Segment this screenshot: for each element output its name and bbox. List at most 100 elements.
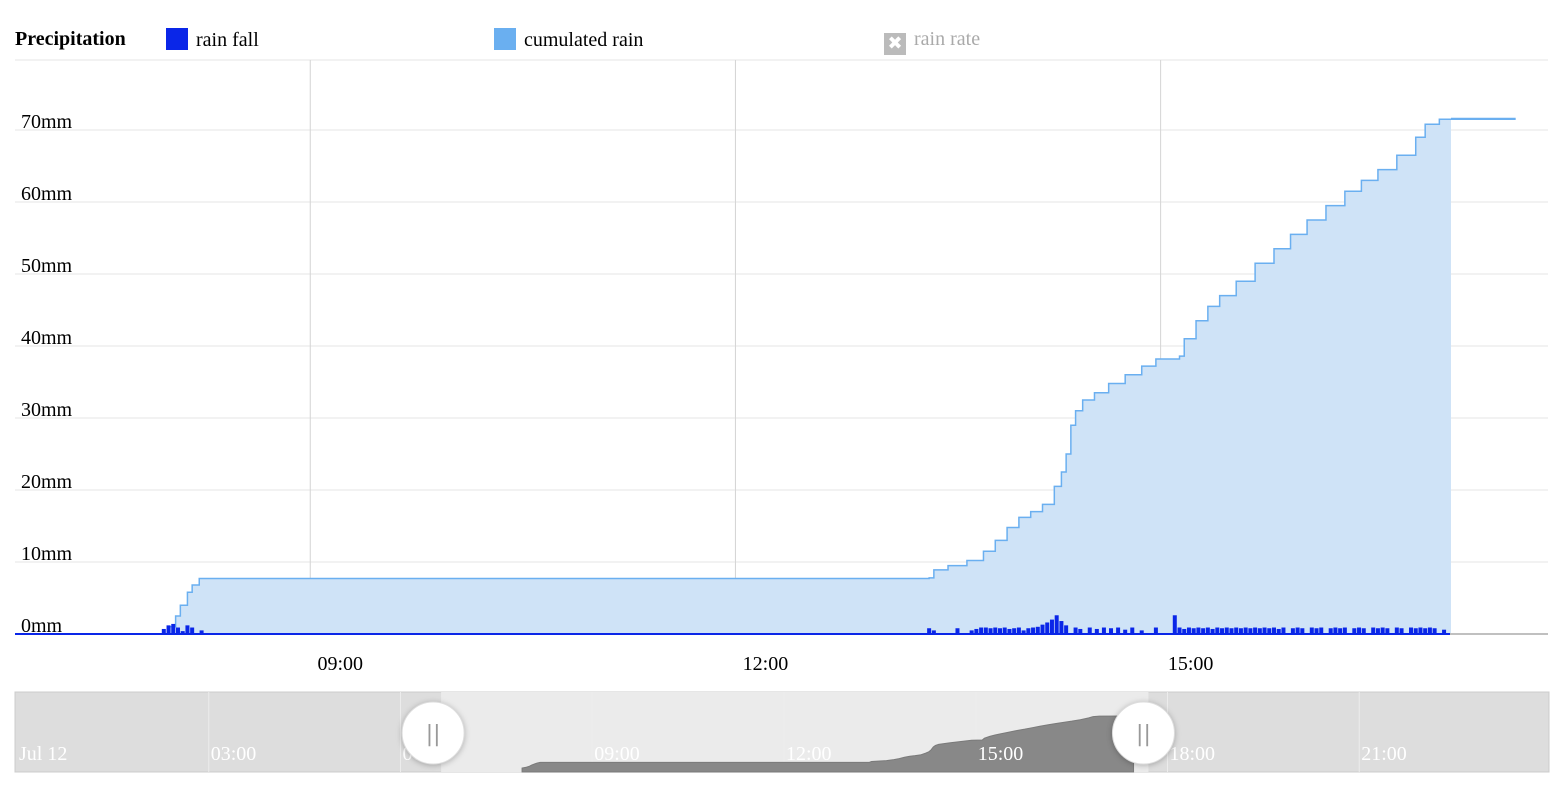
rain-fall-bar (1054, 615, 1059, 634)
x-tick-label: 15:00 (1168, 653, 1214, 675)
rain-fall-bar (1375, 628, 1380, 634)
navigator-handles[interactable]: || || (401, 701, 1175, 765)
navigator-label: 09:00 (594, 743, 640, 765)
rain-fall-bar (1002, 627, 1007, 634)
rain-fall-bar (1153, 627, 1158, 634)
rain-fall-bar (199, 630, 204, 634)
rain-fall-bar (1073, 627, 1078, 634)
rain-fall-bar (1220, 628, 1225, 634)
navigator-series (521, 715, 1135, 773)
rain-fall-bar (1191, 628, 1196, 634)
legend-item-cumulated-rain[interactable]: cumulated rain (494, 28, 643, 52)
y-tick-label: 40mm (21, 327, 73, 349)
cumulated-rain-swatch (494, 28, 516, 50)
x-tick-label: 12:00 (743, 653, 789, 675)
rain-fall-bar (927, 628, 932, 634)
rain-fall-bar (171, 623, 176, 634)
handle-circle (1111, 701, 1175, 765)
rain-fall-bar (1418, 627, 1423, 634)
handle-circle (401, 701, 465, 765)
rain-fall-bar (175, 627, 180, 634)
navigator-label: 21:00 (1361, 743, 1407, 765)
navigator-handle-left[interactable]: || (401, 701, 465, 765)
legend-label-cumulated-rain: cumulated rain (524, 29, 644, 51)
rain-fall-bar (1243, 627, 1248, 634)
rain-fall-bar (1031, 627, 1036, 634)
rain-fall-bar (185, 625, 190, 634)
rain-fall-bar (180, 631, 185, 634)
rain-fall-bar (1262, 627, 1267, 634)
navigator-label: 12:00 (786, 743, 832, 765)
y-tick-label: 70mm (21, 111, 73, 133)
rain-fall-bar (1045, 622, 1050, 634)
rain-fall-bar (161, 628, 166, 634)
rain-fall-bar (1035, 626, 1040, 634)
rain-fall-bar (969, 630, 974, 634)
rain-fall-bar (1116, 627, 1121, 634)
rain-fall-bar (1290, 628, 1295, 634)
rain-fall-bar (1408, 627, 1413, 634)
y-tick-label: 10mm (21, 543, 73, 565)
x-tick-label: 09:00 (317, 653, 363, 675)
rain-fall-bar (1442, 629, 1447, 634)
y-tick-label: 20mm (21, 471, 73, 493)
cumulated-rain-line (159, 117, 1516, 635)
rain-fall-bar (955, 628, 960, 634)
rain-fall-bar (1342, 627, 1347, 634)
rain-fall-bar (1276, 628, 1281, 634)
rain-fall-bar (1210, 628, 1215, 634)
rain-fall-bar (1248, 628, 1253, 634)
grid-lines (15, 59, 1548, 634)
rain-fall-bar (1172, 615, 1177, 634)
rain-fall-bar (1385, 628, 1390, 634)
rain-fall-bar (979, 627, 984, 634)
y-tick-label: 50mm (21, 255, 73, 277)
y-tick-label: 60mm (21, 183, 73, 205)
rain-fall-bar (1012, 628, 1017, 634)
navigator-handle-right[interactable]: || (1111, 701, 1175, 765)
rain-fall-bar (1234, 627, 1239, 634)
cumulated-rain-area (159, 118, 1515, 635)
rain-fall-bar (1309, 627, 1314, 634)
rain-fall-bar (1196, 627, 1201, 634)
legend-item-rain-fall[interactable]: rain fall (166, 28, 259, 52)
rain-fall-bar (1281, 627, 1286, 634)
rain-fall-bar (1314, 628, 1319, 634)
rain-fall-bar (1253, 627, 1258, 634)
rain-fall-bar (1109, 628, 1114, 634)
rain-fall-bar (997, 628, 1002, 634)
navigator-label: 15:00 (978, 743, 1024, 765)
rain-fall-bar (1399, 628, 1404, 634)
rain-fall-bar (1130, 627, 1135, 634)
rain-fall-series (161, 615, 1447, 634)
cumulated-rain-series (159, 117, 1516, 635)
y-tick-label: 30mm (21, 399, 73, 421)
rain-fall-bar (1413, 628, 1418, 634)
rain-fall-bar (1016, 627, 1021, 634)
rain-fall-bar (1267, 628, 1272, 634)
rain-fall-swatch (166, 28, 188, 50)
legend-label-rain-fall: rain fall (196, 29, 259, 51)
grip-icon: || (1136, 722, 1151, 747)
rain-fall-bar (1123, 629, 1128, 634)
grip-icon: || (426, 722, 441, 747)
rain-fall-bar (1078, 628, 1083, 634)
rain-fall-bar (1361, 628, 1366, 634)
rain-fall-bar (1271, 627, 1276, 634)
legend-item-rain-rate[interactable]: ✖ rain rate (884, 28, 980, 55)
rain-fall-bar (1427, 627, 1432, 634)
legend-label-rain-rate: rain rate (914, 28, 981, 50)
disabled-x-icon: ✖ (884, 33, 906, 55)
rain-fall-bar (1007, 628, 1012, 634)
rain-fall-bar (1319, 627, 1324, 634)
rain-fall-bar (1094, 628, 1099, 634)
rain-fall-bar (166, 625, 171, 634)
rain-fall-bar (1215, 627, 1220, 634)
rain-fall-bar (1300, 628, 1305, 634)
rain-fall-bar (983, 627, 988, 634)
rain-fall-bar (1186, 627, 1191, 634)
rain-fall-bar (1229, 628, 1234, 634)
rain-fall-bar (974, 628, 979, 634)
